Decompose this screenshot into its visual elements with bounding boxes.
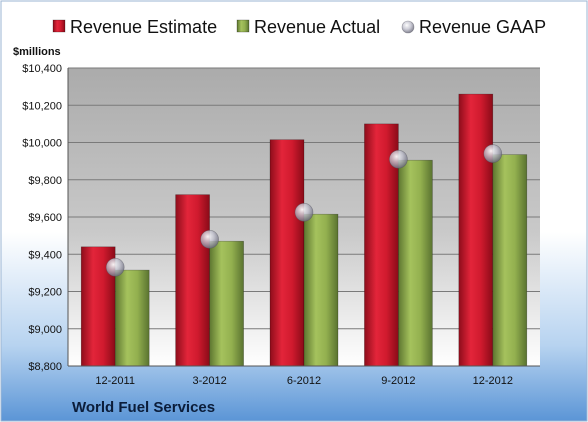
bar-revenue-actual-12-2012: [492, 154, 528, 367]
bar-revenue-actual-9-2012: [398, 159, 433, 367]
y-axis: $8,800 $9,000 $9,200 $9,400 $9,600 $9,800 $10,…: [22, 63, 69, 373]
company-name: World Fuel Services: [72, 399, 215, 416]
y-tick-label: $9,600: [28, 212, 62, 224]
y-tick-label: $10,000: [22, 138, 62, 150]
legend-swatch-revenue-actual: [236, 19, 250, 33]
marker-revenue-gaap-6-2012: [294, 203, 314, 222]
x-tick-label: 12-2011: [95, 375, 135, 387]
y-axis-unit-label: $millions: [13, 46, 61, 58]
bar-revenue-actual-12-2011: [114, 269, 150, 367]
x-tick-label: 12-2012: [473, 375, 513, 387]
gaap-markers: [105, 144, 503, 277]
legend: Revenue Estimate Revenue Actual Revenue GA…: [52, 17, 546, 37]
y-tick-label: $10,400: [22, 63, 62, 75]
y-tick-label: $10,200: [22, 100, 62, 112]
legend-swatch-revenue-gaap: [401, 20, 415, 34]
x-tick-label: 3-2012: [192, 375, 226, 387]
y-tick-label: $9,800: [28, 175, 62, 187]
bar-revenue-estimate-3-2012: [175, 194, 210, 367]
y-tick-label: $9,200: [28, 287, 62, 299]
marker-revenue-gaap-12-2011: [105, 257, 125, 277]
marker-revenue-gaap-9-2012: [389, 149, 408, 169]
bar-revenue-actual-6-2012: [303, 213, 339, 367]
x-tick-label: 6-2012: [287, 375, 321, 387]
legend-label-revenue-estimate: Revenue Estimate: [70, 17, 217, 37]
marker-revenue-gaap-3-2012: [200, 230, 219, 249]
bar-revenue-actual-3-2012: [209, 240, 244, 367]
bars: [80, 93, 528, 367]
bar-revenue-estimate-12-2012: [458, 93, 494, 367]
marker-revenue-gaap-12-2012: [483, 144, 503, 163]
y-tick-label: $8,800: [28, 361, 62, 373]
bar-revenue-estimate-6-2012: [269, 139, 305, 367]
legend-label-revenue-gaap: Revenue GAAP: [419, 17, 546, 37]
legend-label-revenue-actual: Revenue Actual: [254, 17, 380, 37]
y-tick-label: $9,400: [28, 249, 62, 261]
x-axis: 12-2011 3-2012 6-2012 9-2012 12-2012: [68, 365, 540, 387]
x-tick-label: 9-2012: [381, 375, 415, 387]
legend-swatch-revenue-estimate: [52, 19, 66, 33]
y-tick-label: $9,000: [28, 324, 62, 336]
